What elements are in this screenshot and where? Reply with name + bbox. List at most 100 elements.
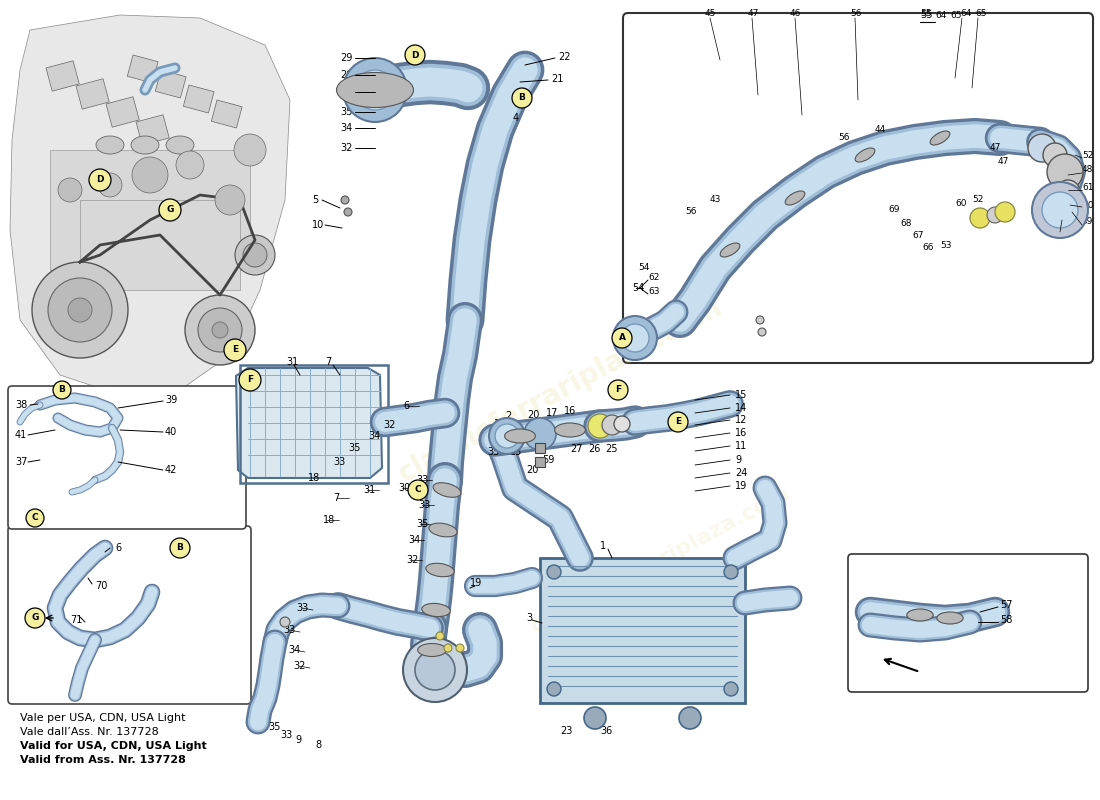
Ellipse shape [421, 603, 450, 617]
Text: 33: 33 [333, 457, 345, 467]
Ellipse shape [931, 131, 949, 145]
Text: 19: 19 [735, 481, 747, 491]
Ellipse shape [554, 423, 585, 437]
Circle shape [48, 278, 112, 342]
Text: 32: 32 [340, 143, 352, 153]
Circle shape [668, 412, 688, 432]
Text: 42: 42 [165, 465, 177, 475]
Text: classicferrariplaza.com: classicferrariplaza.com [527, 483, 793, 637]
Text: 25: 25 [605, 444, 617, 454]
Text: 22: 22 [558, 52, 571, 62]
Text: 36: 36 [600, 726, 613, 736]
Ellipse shape [166, 136, 194, 154]
Text: classicferrariplaza.com: classicferrariplaza.com [393, 293, 727, 487]
Text: 14: 14 [735, 403, 747, 413]
Circle shape [26, 509, 44, 527]
Circle shape [25, 608, 45, 628]
Circle shape [1032, 182, 1088, 238]
Ellipse shape [505, 429, 536, 443]
Circle shape [724, 682, 738, 696]
Circle shape [490, 418, 525, 454]
Text: 33: 33 [280, 730, 293, 740]
Text: 11: 11 [735, 441, 747, 451]
Text: 52: 52 [972, 195, 983, 205]
Circle shape [512, 88, 532, 108]
Circle shape [344, 208, 352, 216]
Circle shape [547, 682, 561, 696]
Circle shape [608, 380, 628, 400]
Text: 65: 65 [975, 10, 987, 18]
Circle shape [758, 328, 766, 336]
Circle shape [679, 707, 701, 729]
Text: 34: 34 [288, 645, 300, 655]
Circle shape [1047, 154, 1084, 190]
Text: 43: 43 [710, 195, 722, 205]
Text: 68: 68 [900, 219, 912, 229]
Text: G: G [166, 206, 174, 214]
FancyBboxPatch shape [848, 554, 1088, 692]
Text: 35: 35 [348, 443, 361, 453]
Circle shape [1042, 192, 1078, 228]
Circle shape [343, 58, 407, 122]
Ellipse shape [418, 643, 447, 657]
Text: 52: 52 [1082, 150, 1093, 159]
Text: 20: 20 [527, 410, 539, 420]
Ellipse shape [433, 482, 461, 498]
Circle shape [495, 424, 519, 448]
Text: 64: 64 [960, 10, 971, 18]
Circle shape [224, 339, 246, 361]
Circle shape [58, 178, 82, 202]
Text: 19: 19 [470, 578, 482, 588]
Ellipse shape [337, 73, 414, 107]
Bar [540, 558, 745, 703]
Text: 41: 41 [15, 430, 28, 440]
Circle shape [243, 243, 267, 267]
Text: 3: 3 [526, 613, 532, 623]
Circle shape [1043, 143, 1067, 167]
Text: 8: 8 [315, 740, 321, 750]
Text: F: F [615, 386, 622, 394]
Text: 40: 40 [165, 427, 177, 437]
Text: 9: 9 [295, 735, 301, 745]
Text: Valid from Ass. Nr. 137728: Valid from Ass. Nr. 137728 [20, 755, 186, 765]
Ellipse shape [429, 523, 458, 537]
Circle shape [212, 322, 228, 338]
Text: 32: 32 [293, 661, 306, 671]
Ellipse shape [96, 136, 124, 154]
Text: 35: 35 [416, 519, 428, 529]
Bar [128, 55, 158, 83]
Text: 32: 32 [383, 420, 395, 430]
Circle shape [170, 538, 190, 558]
Circle shape [456, 644, 464, 652]
Ellipse shape [785, 191, 805, 205]
Text: D: D [411, 50, 419, 59]
Text: 35: 35 [340, 107, 352, 117]
Text: C: C [415, 486, 421, 494]
Text: 51: 51 [1055, 223, 1067, 233]
Text: 34: 34 [368, 431, 381, 441]
Text: B: B [177, 543, 184, 553]
Ellipse shape [906, 609, 933, 621]
Circle shape [444, 644, 452, 652]
Text: 5: 5 [312, 195, 318, 205]
Circle shape [235, 235, 275, 275]
FancyBboxPatch shape [8, 386, 246, 529]
Circle shape [53, 381, 72, 399]
Text: 57: 57 [1000, 600, 1012, 610]
Text: 6: 6 [403, 401, 409, 411]
Circle shape [724, 565, 738, 579]
Bar [535, 443, 544, 453]
Text: B: B [518, 94, 526, 102]
Text: 21: 21 [551, 74, 563, 84]
Ellipse shape [426, 563, 454, 577]
Text: F: F [246, 375, 253, 385]
Text: 28: 28 [340, 70, 352, 80]
Text: 56: 56 [838, 134, 849, 142]
Circle shape [588, 414, 612, 438]
Text: 60: 60 [955, 199, 967, 209]
Circle shape [32, 262, 128, 358]
Circle shape [405, 45, 425, 65]
Circle shape [214, 185, 245, 215]
Text: 63: 63 [648, 287, 660, 297]
Circle shape [367, 82, 383, 98]
